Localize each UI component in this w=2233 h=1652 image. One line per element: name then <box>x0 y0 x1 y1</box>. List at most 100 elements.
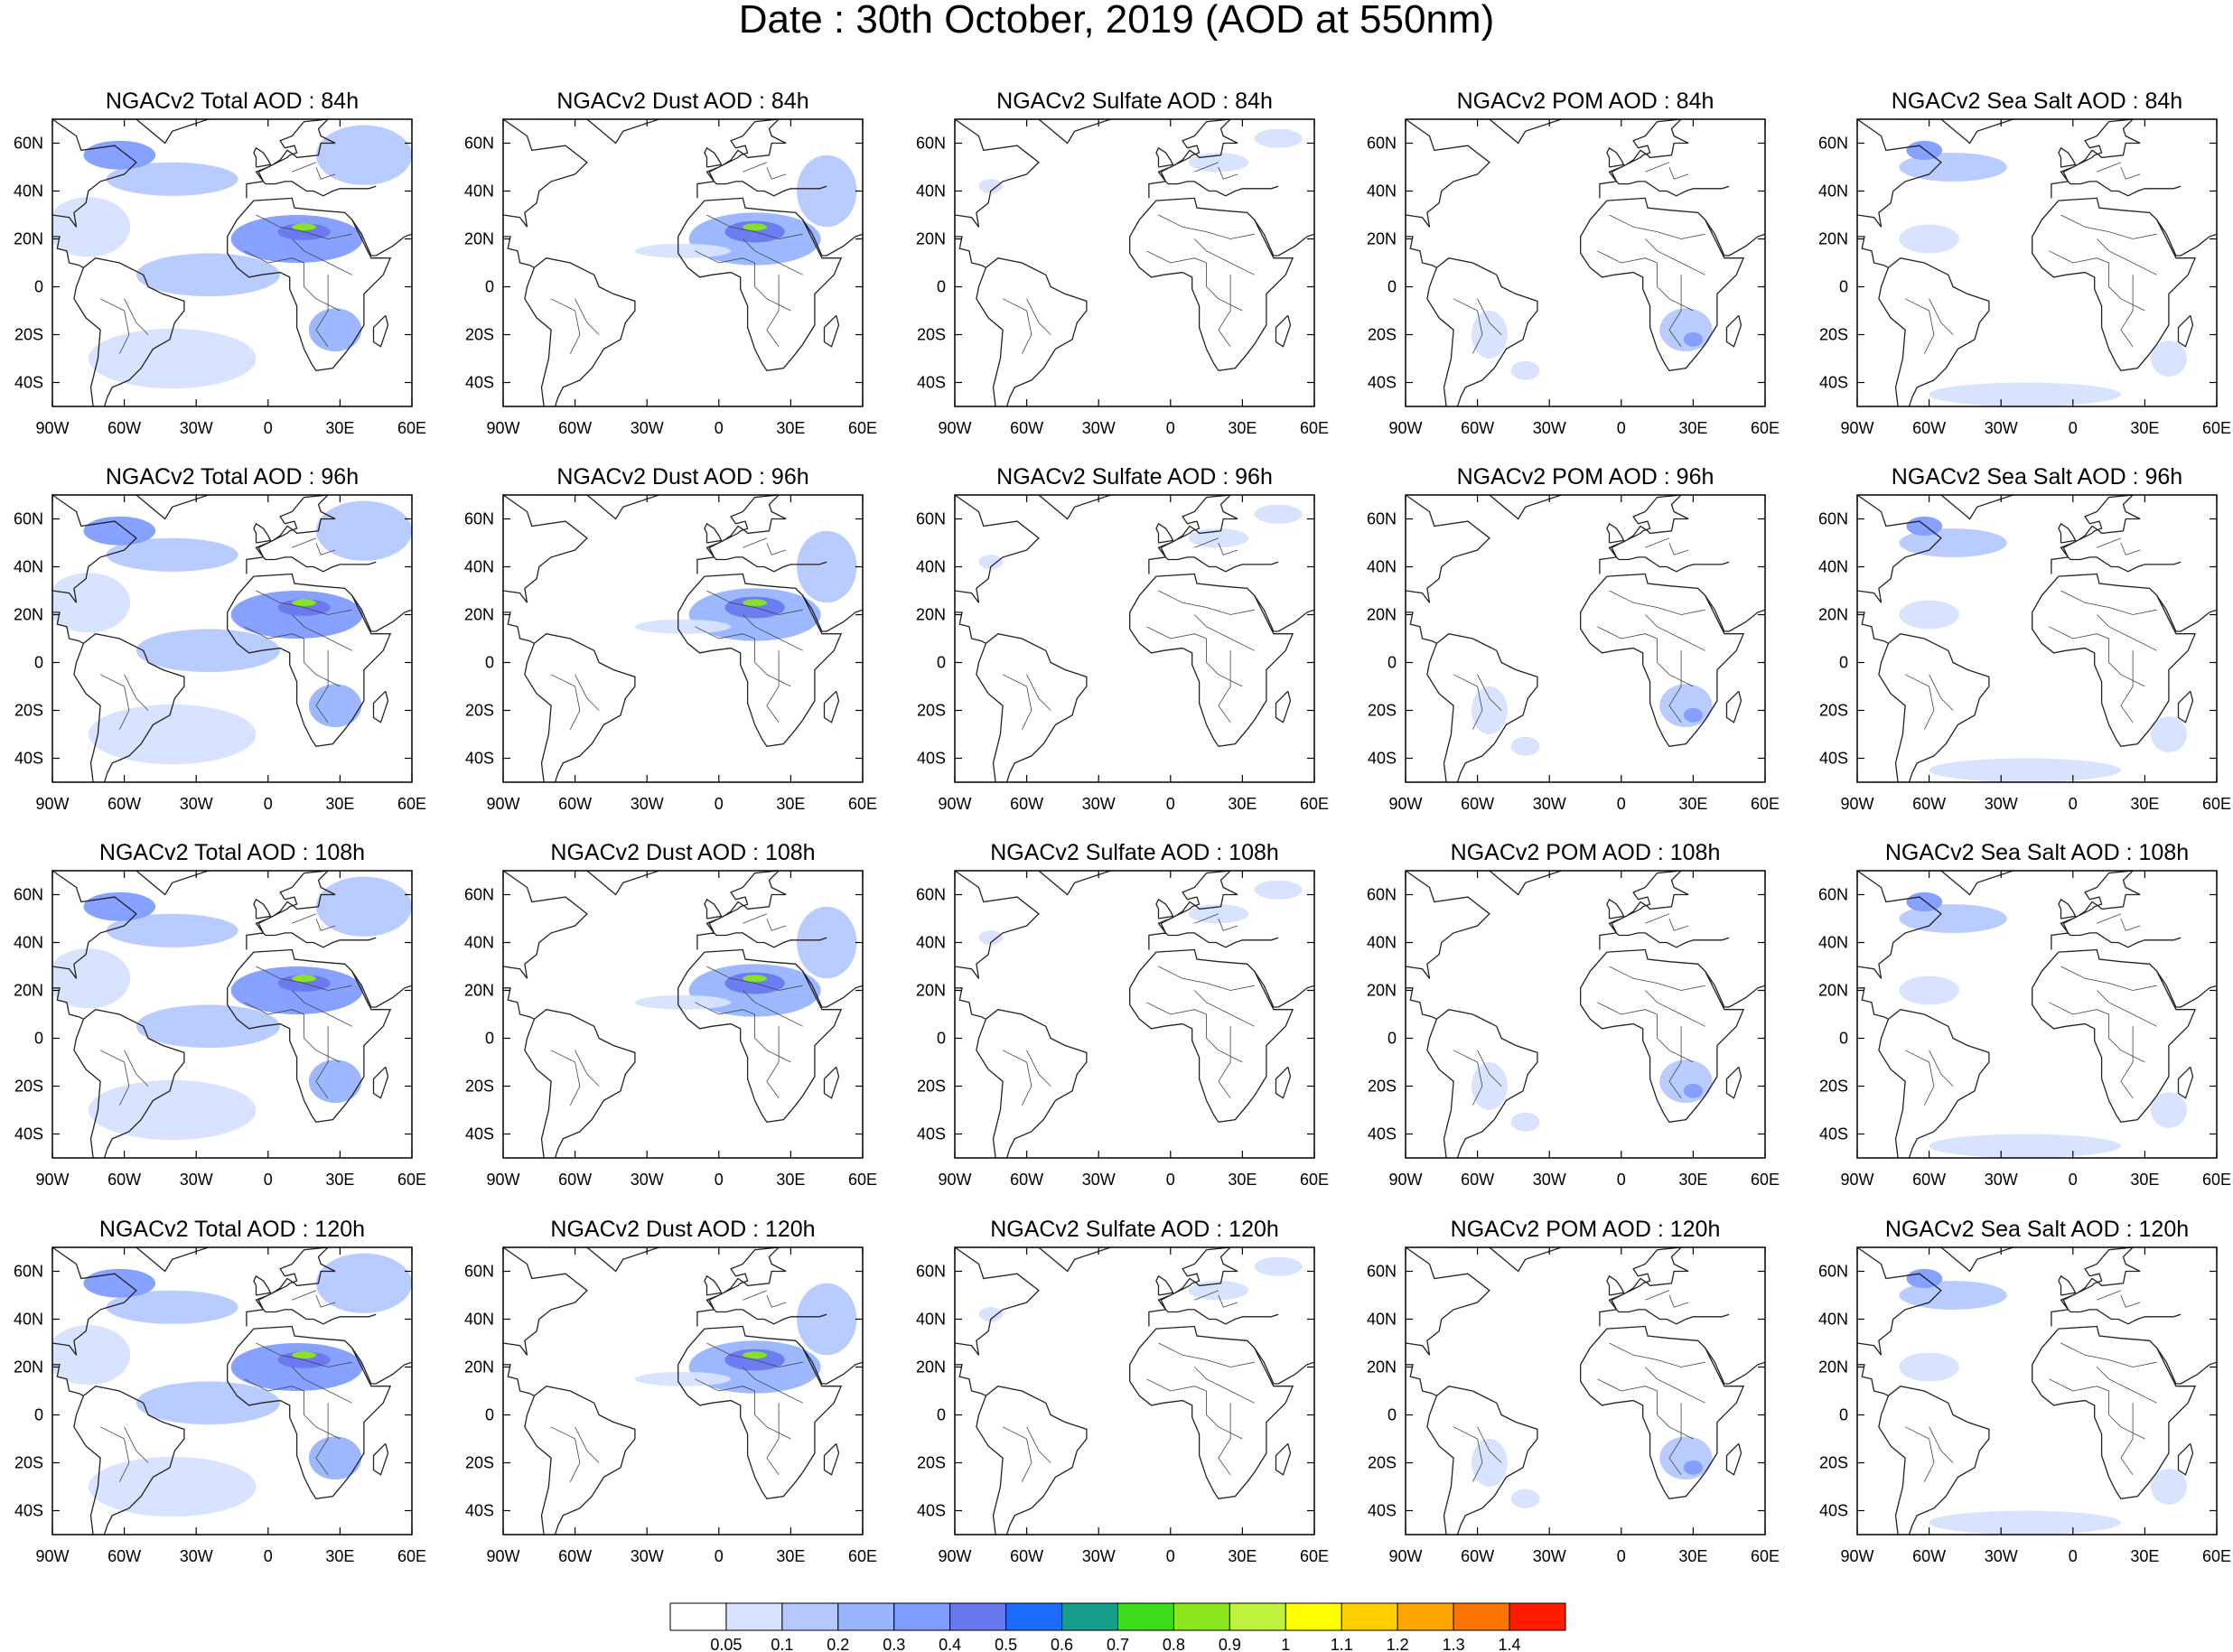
lat-tick-label: 40S <box>1819 1502 1848 1520</box>
aod-shading <box>308 1059 362 1104</box>
aod-shading <box>135 1004 281 1049</box>
country-border <box>1929 1050 1954 1087</box>
coastline-africa <box>2032 573 2197 748</box>
country-border <box>1609 214 1705 239</box>
country-border <box>1645 614 1705 651</box>
aod-shading <box>1683 1460 1704 1475</box>
country-border <box>754 263 791 312</box>
lat-tick-label: 20S <box>917 1454 946 1472</box>
lat-tick-label: 40S <box>1368 1502 1397 1520</box>
map-panel: NGACv2 Sulfate AOD : 96h 60N 40N 20N 0 20S 40S… <box>916 464 1329 813</box>
lat-tick-label: 40N <box>1818 558 1848 576</box>
country-border <box>1146 626 1207 639</box>
coastline-europe <box>696 1247 827 1327</box>
lon-tick-label: 0 <box>1166 419 1175 437</box>
aod-shading <box>83 891 156 921</box>
aod-shading <box>83 516 156 546</box>
map-panel: NGACv2 Sulfate AOD : 108h 60N 40N 20N 0 20S 40… <box>916 840 1329 1189</box>
aod-shading <box>1906 140 1943 161</box>
lat-tick-label: 0 <box>937 278 946 296</box>
coastline-north-america <box>955 495 1040 603</box>
coastline-uk <box>704 898 723 919</box>
country-border <box>1904 674 1935 730</box>
coastline-madagascar <box>1275 690 1292 723</box>
coastline-madagascar <box>1725 1442 1742 1476</box>
coastline-arabia <box>1254 219 1314 257</box>
country-border <box>706 214 803 239</box>
country-border <box>754 1014 791 1063</box>
country-border <box>1158 590 1255 615</box>
country-border <box>1026 1050 1051 1087</box>
lat-tick-label: 0 <box>34 654 43 672</box>
lat-tick-label: 40N <box>916 182 946 201</box>
lat-tick-label: 20S <box>14 1454 43 1472</box>
coastline-north-america <box>503 871 588 979</box>
lat-tick-label: 60N <box>14 1263 43 1281</box>
country-border <box>2120 1294 2141 1308</box>
lat-tick-label: 60N <box>464 1263 494 1281</box>
aod-shading <box>308 308 362 352</box>
country-border <box>1645 1290 1670 1301</box>
coastline-arabia <box>1254 594 1314 632</box>
panel-title: NGACv2 Sea Salt AOD : 96h <box>1892 464 2182 490</box>
map-frame <box>954 1246 1315 1535</box>
coastline-greenland <box>995 495 1111 520</box>
lat-tick-label: 20N <box>464 982 494 1000</box>
country-border <box>575 674 600 711</box>
country-border <box>1194 162 1219 173</box>
country-border <box>124 674 149 711</box>
map-frame <box>954 118 1315 407</box>
lon-tick-label: 0 <box>2069 419 2078 437</box>
coastline-uk <box>1606 146 1625 168</box>
lon-tick-label: 30E <box>2130 1547 2159 1565</box>
lon-tick-label: 60W <box>107 419 141 437</box>
country-border <box>244 250 304 264</box>
lon-tick-label: 30E <box>2130 419 2159 437</box>
lat-tick-label: 40S <box>917 374 946 392</box>
coastline-madagascar <box>372 1442 389 1476</box>
country-border <box>256 1342 352 1367</box>
aod-shading <box>88 328 257 389</box>
coastline-europe <box>246 1247 377 1327</box>
coastline-south-america <box>1426 1386 1538 1535</box>
lat-tick-label: 20N <box>1367 230 1397 248</box>
lat-tick-label: 20S <box>14 702 43 720</box>
lat-tick-label: 40S <box>465 1502 494 1520</box>
panel-title: NGACv2 POM AOD : 120h <box>1451 1217 1721 1242</box>
coastline-central-america <box>52 611 84 644</box>
aod-shading <box>88 1079 257 1141</box>
map-frame <box>1856 870 2218 1159</box>
country-border <box>1645 990 1705 1027</box>
country-border <box>550 674 581 730</box>
lat-tick-label: 60N <box>1367 510 1397 528</box>
country-border <box>1146 250 1207 264</box>
coastline-madagascar <box>372 1066 389 1099</box>
coastline-south-america <box>73 257 185 406</box>
country-border <box>99 1050 130 1106</box>
country-border <box>244 626 304 639</box>
coastline-uk <box>1155 522 1174 544</box>
coastline-north-america <box>52 495 137 603</box>
country-border <box>1668 1403 1682 1476</box>
lat-tick-label: 0 <box>485 1030 494 1048</box>
aod-shading <box>1683 707 1704 723</box>
colorbar-label: 0.5 <box>995 1636 1017 1652</box>
lat-tick-label: 40N <box>1367 1311 1397 1329</box>
colorbar-label: 0.3 <box>883 1636 905 1652</box>
coastline-europe <box>246 119 377 199</box>
colorbar-segment <box>1061 1602 1118 1631</box>
lat-tick-label: 0 <box>1839 278 1848 296</box>
lat-tick-label: 20N <box>14 606 43 624</box>
coastline-uk <box>704 146 723 168</box>
lat-tick-label: 40N <box>14 934 43 952</box>
country-border <box>1657 263 1694 312</box>
country-border <box>1597 1002 1658 1015</box>
aod-shading <box>1906 1268 1943 1289</box>
country-border <box>575 1426 600 1463</box>
map-panel: NGACv2 Total AOD : 108h 60N 40N 20N 0 20S 40S 9… <box>14 840 426 1189</box>
country-border <box>315 1403 329 1476</box>
map-panel: NGACv2 POM AOD : 96h 60N 40N 20N 0 20S 40S 90W 6… <box>1367 464 1780 813</box>
coastline-south-america <box>1878 1386 1990 1535</box>
lat-tick-label: 20N <box>1367 606 1397 624</box>
coastline-uk <box>2058 898 2077 919</box>
